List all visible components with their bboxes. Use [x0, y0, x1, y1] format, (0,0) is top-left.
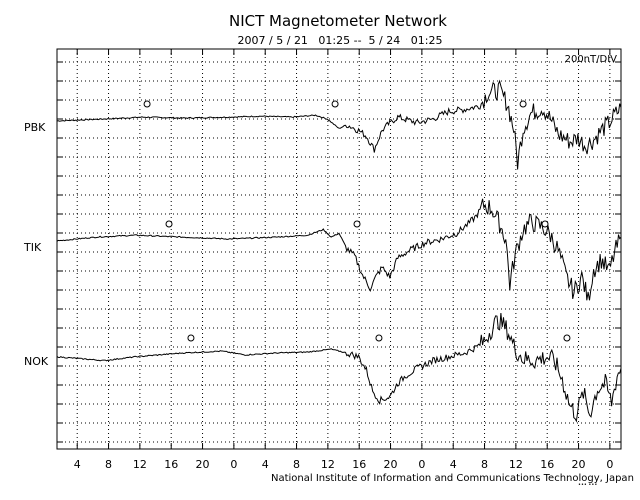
x-tick-label: 8 — [105, 458, 112, 471]
x-tick-label: 8 — [481, 458, 488, 471]
scale-label: 200nT/DIV — [565, 54, 618, 65]
local-noon-marker-nok — [375, 334, 383, 342]
x-tick-label: 20 — [196, 458, 210, 471]
local-noon-marker-tik — [541, 220, 549, 228]
x-tick-label: 16 — [352, 458, 366, 471]
x-tick-label: 0 — [230, 458, 237, 471]
station-label-tik: TIK — [23, 241, 42, 254]
plot-frame — [56, 48, 622, 450]
station-labels: PBK TIK NOK — [23, 121, 49, 368]
x-tick-label: 4 — [450, 458, 457, 471]
small-mark: ••• ••• — [578, 482, 597, 488]
x-tick-label: 4 — [74, 458, 81, 471]
local-noon-marker-tik — [165, 220, 173, 228]
x-tick-label: 4 — [262, 458, 269, 471]
x-tick-label: 16 — [540, 458, 554, 471]
x-tick-label: 8 — [293, 458, 300, 471]
x-tick-label: 20 — [572, 458, 586, 471]
station-label-pbk: PBK — [24, 121, 46, 134]
x-tick-label: 0 — [418, 458, 425, 471]
series-tik-line — [56, 198, 622, 301]
local-noon-marker-pbk — [519, 100, 527, 108]
x-tick-label: 20 — [384, 458, 398, 471]
local-noon-marker-pbk — [331, 100, 339, 108]
local-noon-marker-nok — [187, 334, 195, 342]
x-tick-label: 12 — [509, 458, 523, 471]
series-nok-line — [56, 313, 622, 423]
local-noon-marker-tik — [353, 220, 361, 228]
x-tick-label: 12 — [321, 458, 335, 471]
credit-text: National Institute of Information and Co… — [271, 473, 634, 484]
chart-title: NICT Magnetometer Network — [229, 12, 447, 30]
tick-marks — [57, 49, 621, 449]
x-tick-label: 0 — [606, 458, 613, 471]
x-tick-label: 16 — [164, 458, 178, 471]
station-label-nok: NOK — [24, 355, 49, 368]
local-noon-marker-nok — [563, 334, 571, 342]
series-layer — [56, 79, 622, 423]
local-noon-marker-pbk — [143, 100, 151, 108]
x-tick-labels: 4 8 12 16 20 0 4 8 12 16 20 0 4 8 12 16 20 0 — [74, 458, 614, 471]
series-pbk-line — [56, 79, 622, 170]
chart-subtitle: 2007 / 5 / 21 01:25 -- 5 / 24 01:25 — [238, 34, 443, 47]
x-tick-label: 12 — [133, 458, 147, 471]
grid — [57, 49, 621, 449]
